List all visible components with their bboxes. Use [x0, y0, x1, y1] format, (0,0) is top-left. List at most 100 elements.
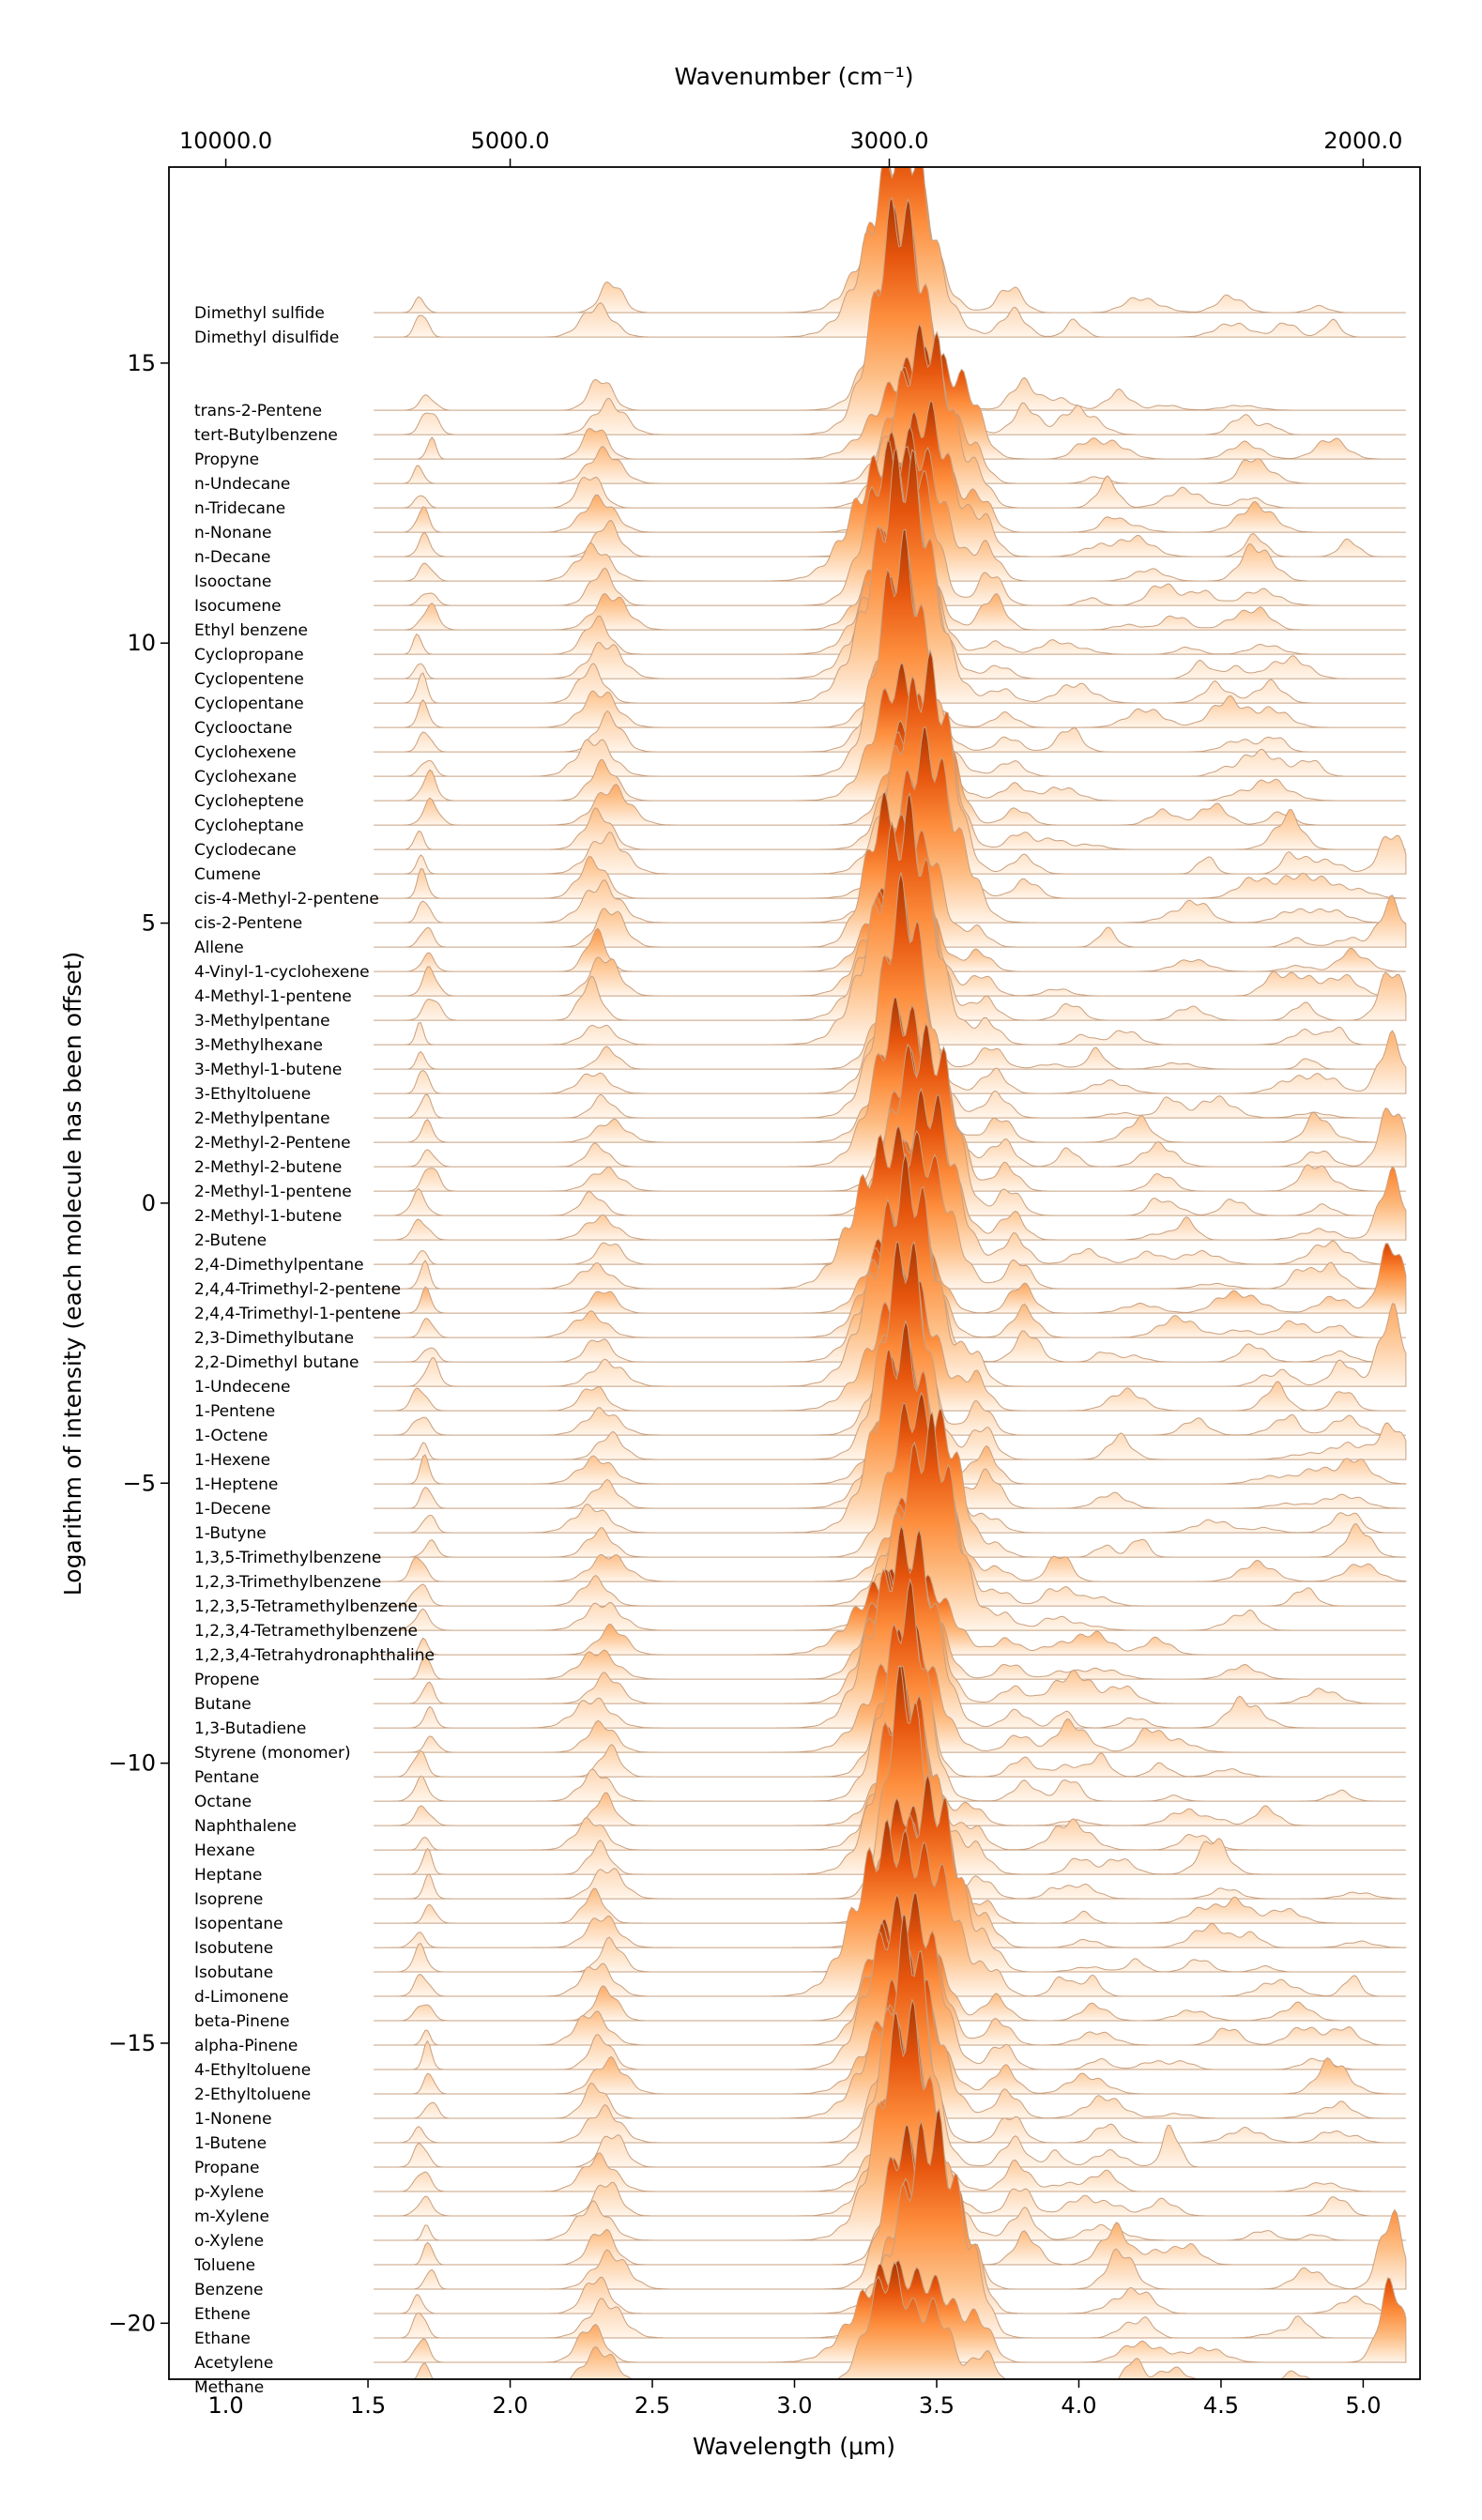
molecule-label: 3-Methylhexane	[194, 1036, 323, 1055]
molecule-label: 1-Butyne	[194, 1524, 267, 1543]
spectrum-ridge	[374, 1391, 1406, 1558]
molecule-label: cis-2-Pentene	[194, 914, 302, 933]
spectrum-ridge	[374, 1153, 1407, 1387]
molecule-label: Isooctane	[194, 573, 271, 591]
molecule-label: 3-Methyl-1-butene	[194, 1061, 342, 1079]
molecule-label: Isopentane	[194, 1915, 283, 1933]
molecule-label: Pentane	[194, 1768, 259, 1787]
molecule-label: Octane	[194, 1793, 252, 1811]
molecule-label: 1-Octene	[194, 1427, 268, 1445]
molecule-label: Dimethyl sulfide	[194, 304, 325, 323]
molecule-label: Styrene (monomer)	[194, 1744, 351, 1763]
spectrum-ridge	[374, 662, 1406, 802]
y-axis-ticks: 15 10 5 0 −5 −10 −15 −20	[108, 350, 169, 2336]
x-tick-label: 1.5	[350, 2392, 386, 2419]
molecule-label: 1,2,3-Trimethylbenzene	[194, 1573, 381, 1592]
spectrum-ridge	[374, 345, 1406, 460]
x-tick-label: 4.5	[1203, 2392, 1239, 2419]
molecule-label: cis-4-Methyl-2-pentene	[194, 890, 379, 909]
molecule-label: Acetylene	[194, 2354, 273, 2373]
x-axis-ticks: 1.0 1.5 2.0 2.5 3.0 3.5 4.0 4.5 5.0	[208, 2379, 1381, 2419]
y-axis-title: Logarithm of intensity (each molecule ha…	[59, 952, 86, 1596]
molecule-label: 1,3-Butadiene	[194, 1719, 306, 1738]
molecule-label: Propane	[194, 2159, 259, 2177]
molecule-label: 1,3,5-Trimethylbenzene	[194, 1549, 381, 1567]
molecule-label: o-Xylene	[194, 2232, 264, 2251]
molecule-label: Allene	[194, 939, 244, 957]
molecule-label: 3-Methylpentane	[194, 1012, 330, 1031]
molecule-label: Benzene	[194, 2281, 264, 2299]
molecule-label: 2,3-Dimethylbutane	[194, 1329, 354, 1348]
x-axis-title: Wavelength (μm)	[693, 2433, 895, 2460]
y-tick-label: −5	[123, 1470, 156, 1496]
molecule-label: 1-Nonene	[194, 2110, 272, 2129]
molecule-label: 1-Decene	[194, 1500, 271, 1519]
molecule-label: 1-Heptene	[194, 1475, 278, 1494]
molecule-label: Hexane	[194, 1841, 255, 1860]
x-tick-label: 3.0	[776, 2392, 812, 2419]
molecule-label: Ethene	[194, 2305, 251, 2324]
top-axis-title: Wavenumber (cm⁻¹)	[675, 63, 914, 90]
molecule-label: Cyclooctane	[194, 719, 292, 738]
y-tick-label: −20	[108, 2310, 156, 2336]
molecule-labels: Dimethyl sulfide Dimethyl disulfide trans-…	[193, 304, 435, 2397]
ridge-spectra-group	[374, 167, 1407, 2379]
molecule-label: Cumene	[194, 865, 261, 884]
molecule-label: Isoprene	[194, 1890, 263, 1909]
spectrum-ridge	[374, 528, 1406, 777]
molecule-label: m-Xylene	[194, 2207, 269, 2226]
molecule-label: 2,4-Dimethylpentane	[194, 1256, 364, 1275]
molecule-label: Isobutene	[194, 1939, 273, 1958]
molecule-label: Cyclodecane	[194, 841, 297, 860]
top-axis-ticks: 10000.0 5000.0 3000.0 2000.0	[179, 128, 1402, 167]
molecule-label: 2,4,4-Trimethyl-1-pentene	[194, 1305, 401, 1323]
molecule-label: Propyne	[194, 451, 259, 469]
molecule-label: Heptane	[194, 1866, 262, 1885]
molecule-label: Cycloheptene	[194, 792, 304, 811]
y-tick-label: −10	[108, 1750, 156, 1777]
molecule-label: 2-Methyl-1-butene	[194, 1207, 342, 1226]
molecule-label: beta-Pinene	[194, 2012, 290, 2031]
molecule-label: 1-Butene	[194, 2134, 267, 2153]
spectrum-ridge	[374, 196, 1406, 435]
y-tick-label: 5	[142, 910, 156, 937]
x-tick-label: 4.0	[1061, 2392, 1096, 2419]
molecule-label: Dimethyl disulfide	[194, 328, 339, 347]
spectrum-ridge	[374, 1891, 1406, 2070]
molecule-label: Methane	[194, 2378, 264, 2397]
molecule-label: Cyclopentene	[194, 670, 304, 689]
spectrum-ridge	[374, 1577, 1406, 1802]
spectrum-ridge	[374, 1319, 1406, 1534]
molecule-label: Cyclopentane	[194, 695, 304, 713]
molecule-label: alpha-Pinene	[194, 2037, 298, 2055]
spectrum-ridge	[374, 1022, 1406, 1216]
y-tick-label: −15	[108, 2030, 156, 2056]
molecule-label: n-Undecane	[194, 475, 290, 494]
molecule-label: 4-Ethyltoluene	[194, 2061, 311, 2080]
molecule-label: Isocumene	[194, 597, 282, 616]
molecule-label: 2-Methyl-2-butene	[194, 1158, 342, 1177]
molecule-label: 2-Ethyltoluene	[194, 2085, 311, 2104]
molecule-label: 2,2-Dimethyl butane	[194, 1353, 359, 1372]
molecule-label: 2-Methylpentane	[194, 1109, 330, 1128]
molecule-label: 1,2,3,4-Tetrahydronaphthaline	[194, 1646, 435, 1665]
molecule-label: Cyclohexene	[194, 743, 297, 762]
spectrum-ridge	[374, 1665, 1407, 1900]
spectrum-ridge	[374, 352, 1406, 484]
molecule-label: 2,4,4-Trimethyl-2-pentene	[194, 1280, 401, 1299]
spectrum-ridge	[374, 2123, 1407, 2290]
molecule-label: n-Tridecane	[194, 499, 285, 518]
x-tick-label: 1.0	[208, 2392, 244, 2419]
spectrum-ridge	[374, 1818, 1406, 1997]
x-tick-label: 2.0	[492, 2392, 527, 2419]
molecule-label: 1-Undecene	[194, 1378, 290, 1397]
top-tick-label: 3000.0	[849, 128, 928, 154]
molecule-label: 2-Methyl-2-Pentene	[194, 1134, 351, 1153]
molecule-label: n-Decane	[194, 548, 270, 567]
molecule-label: 1,2,3,5-Tetramethylbenzene	[194, 1597, 418, 1616]
top-tick-label: 2000.0	[1323, 128, 1402, 154]
x-tick-label: 2.5	[634, 2392, 670, 2419]
molecule-label: d-Limonene	[194, 1988, 289, 2007]
top-tick-label: 5000.0	[471, 128, 550, 154]
